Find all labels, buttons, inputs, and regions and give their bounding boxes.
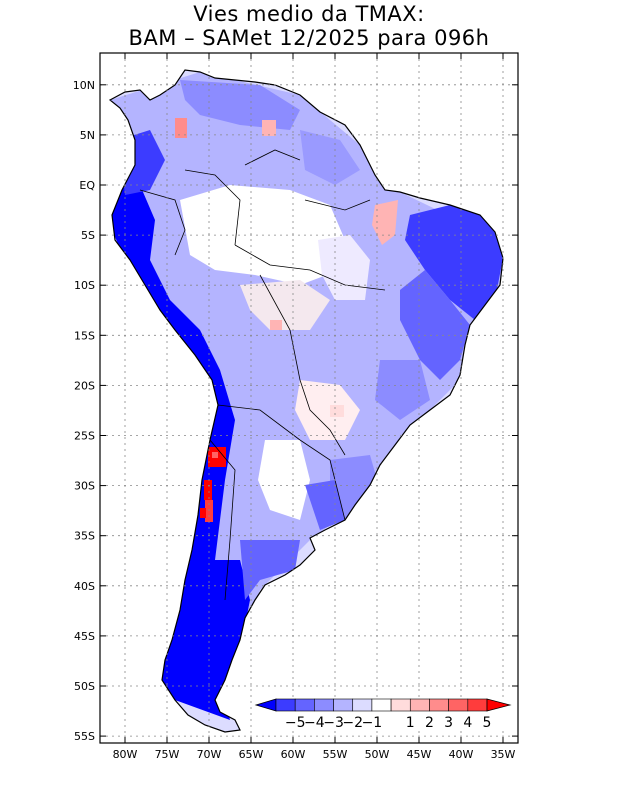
latitude-label: 40S [74,580,95,593]
latitude-label: 20S [74,379,95,392]
longitude-label: 45W [407,748,432,761]
latitude-label: 30S [74,480,95,493]
colorbar-label: −1 [362,715,383,731]
latitude-label: 10S [74,279,95,292]
colorbar-box [429,698,449,712]
colorbar-box [294,698,315,712]
latitude-labels: 10N 5N EQ 5S 10S 15S 20S 25S 30S 35S 40S 45S 50S 55S [73,79,96,743]
graticule [100,53,518,743]
colorbar-label: 3 [444,715,453,731]
colorbar-label: 1 [406,715,415,731]
latitude-label: 50S [74,680,95,693]
longitude-label: 65W [239,748,264,761]
longitude-label: 35W [491,748,516,761]
colorbar-box [467,698,488,712]
longitude-label: 60W [281,748,306,761]
latitude-label: 45S [74,630,95,643]
colorbar-label: 2 [425,715,434,731]
colorbar-box [314,698,334,712]
longitude-label: 55W [323,748,348,761]
colorbar-label: 4 [463,715,472,731]
colorbar-box [390,698,411,712]
colorbar [254,698,512,712]
colorbar-label: −5 [285,715,306,731]
latitude-label: 5S [81,229,95,242]
colorbar-box [371,698,392,712]
latitude-label: 25S [74,430,95,443]
colorbar-box [333,698,354,712]
map-frame [99,52,519,744]
longitude-label: 70W [197,748,222,761]
colorbar-high-arrow [486,698,512,712]
longitude-label: 75W [155,748,180,761]
map-title-line-2: BAM – SAMet 12/2025 para 096h [128,26,490,50]
latitude-label: 5N [80,129,95,142]
longitude-labels: 80W 75W 70W 65W 60W 55W 50W 45W 40W 35W [113,748,516,761]
colorbar-box [275,698,296,712]
colorbar-labels: −5−4−3−2−1 1 2 3 4 5 [285,715,492,731]
map-title-line-1: Vies medio da TMAX: [193,2,425,26]
colorbar-box [352,698,373,712]
latitude-label: 55S [74,730,95,743]
latitude-label: 15S [74,329,95,342]
colorbar-label: −4 [304,715,325,731]
latitude-label: EQ [79,179,95,192]
colorbar-label: −3 [323,715,344,731]
longitude-label: 50W [365,748,390,761]
axis-ticks [100,53,518,743]
latitude-label: 35S [74,530,95,543]
colorbar-label: 5 [483,715,492,731]
longitude-label: 40W [449,748,474,761]
longitude-label: 80W [113,748,138,761]
country-borders [139,149,386,601]
colorbar-box [448,698,469,712]
colorbar-label: −2 [342,715,363,731]
colorbar-box [409,698,430,712]
latitude-label: 10N [73,79,95,92]
